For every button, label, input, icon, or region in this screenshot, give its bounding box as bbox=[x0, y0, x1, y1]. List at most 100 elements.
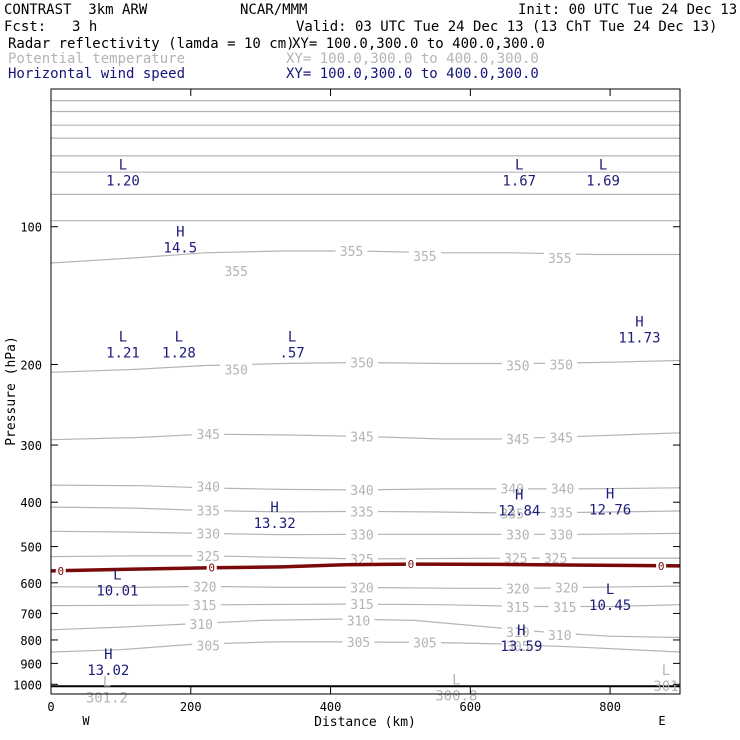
wind-low-marker: L bbox=[515, 158, 523, 174]
theta-label-bg bbox=[501, 599, 534, 614]
theta-extremum-value: 301 bbox=[653, 679, 678, 695]
wind-low-marker: L bbox=[119, 158, 127, 174]
wind-extremum-value: 12.84 bbox=[498, 504, 540, 520]
wind-extremum-value: 10.45 bbox=[589, 598, 631, 614]
x-tick-label-200: 200 bbox=[180, 700, 202, 714]
theta-low-marker: L bbox=[662, 663, 670, 679]
theta-label-bg bbox=[220, 264, 253, 279]
theta-label-bg bbox=[408, 249, 441, 264]
theta-label-315: 315 bbox=[193, 599, 216, 614]
theta-label-355: 355 bbox=[340, 245, 363, 260]
y-tick-label-400: 400 bbox=[20, 496, 42, 510]
forecast-hours: 3 h bbox=[72, 19, 98, 35]
theta-label-330: 330 bbox=[506, 528, 529, 543]
theta-label-310: 310 bbox=[347, 614, 370, 629]
theta-label-bg bbox=[192, 548, 225, 563]
wind-low-marker: L bbox=[175, 329, 183, 345]
theta-label-bg bbox=[545, 430, 578, 445]
theta-label-350: 350 bbox=[350, 356, 373, 371]
valid-time: Valid: 03 UTC Tue 24 Dec 13 (13 ChT Tue … bbox=[296, 19, 718, 35]
y-tick-label-100: 100 bbox=[20, 221, 42, 235]
theta-label-bg bbox=[192, 638, 225, 653]
x-tick-label-400: 400 bbox=[320, 700, 342, 714]
zero-contour-label: 0 bbox=[208, 562, 215, 575]
theta-label-bg bbox=[501, 581, 534, 596]
theta-label-340: 340 bbox=[551, 482, 574, 497]
theta-label-305: 305 bbox=[347, 636, 370, 651]
theta-label-bg bbox=[346, 504, 379, 519]
theta-contour-310 bbox=[51, 618, 680, 639]
wind-low-marker: L bbox=[119, 329, 127, 345]
theta-label-335: 335 bbox=[501, 507, 524, 522]
wind-extremum-value: 12.76 bbox=[589, 503, 631, 519]
wind-extremum-value: 1.21 bbox=[106, 345, 140, 361]
theta-label-345: 345 bbox=[350, 430, 373, 445]
plot-frame bbox=[50, 88, 681, 695]
theta-label-330: 330 bbox=[197, 527, 220, 542]
wind-low-marker: L bbox=[113, 567, 121, 583]
wind-high-marker: H bbox=[515, 488, 523, 504]
field-reflectivity-xy: XY= 100.0,300.0 to 400.0,300.0 bbox=[292, 36, 545, 52]
theta-label-350: 350 bbox=[506, 359, 529, 374]
theta-label-320: 320 bbox=[506, 583, 529, 598]
theta-label-bg bbox=[192, 479, 225, 494]
wind-high-marker: H bbox=[606, 487, 614, 503]
theta-label-345: 345 bbox=[506, 433, 529, 448]
wind-high-marker: H bbox=[176, 224, 184, 240]
theta-label-325: 325 bbox=[197, 550, 220, 565]
forecast-label: Fcst: bbox=[4, 19, 47, 35]
theta-label-bg bbox=[346, 355, 379, 370]
theta-low-marker: L bbox=[103, 675, 111, 691]
org-title: NCAR/MMM bbox=[240, 2, 308, 18]
wind-extremum-value: 14.5 bbox=[163, 240, 197, 256]
zero-contour: 0 0 0 0 bbox=[50, 558, 681, 578]
x-tick-label-0: 0 bbox=[47, 700, 54, 714]
wind-low-marker: L bbox=[288, 329, 296, 345]
theta-label-335: 335 bbox=[197, 504, 220, 519]
theta-label-bg bbox=[185, 616, 218, 631]
zero-contour-label: 0 bbox=[658, 560, 665, 573]
y-tick-label-900: 900 bbox=[20, 657, 42, 671]
theta-label-350: 350 bbox=[549, 358, 572, 373]
theta-label-bg bbox=[192, 526, 225, 541]
theta-label-bg bbox=[342, 613, 375, 628]
theta-low-marker: L bbox=[452, 672, 460, 688]
theta-label-bg bbox=[501, 358, 534, 373]
theta-label-bg bbox=[346, 482, 379, 497]
y-tick-label-700: 700 bbox=[20, 607, 42, 621]
theta-extremum-value: 301.2 bbox=[86, 691, 128, 707]
theta-label-bg bbox=[539, 551, 572, 566]
theta-label-bg bbox=[192, 427, 225, 442]
theta-label-310: 310 bbox=[548, 629, 571, 644]
y-tick-label-200: 200 bbox=[20, 358, 42, 372]
y-tick-label-1000: 1000 bbox=[13, 678, 42, 692]
x-axis-label: Distance (km) bbox=[314, 715, 416, 730]
field-wind-name: Horizontal wind speed bbox=[8, 66, 186, 82]
wind-high-marker: H bbox=[517, 623, 525, 639]
theta-label-bg bbox=[543, 250, 576, 265]
theta-label-340: 340 bbox=[350, 484, 373, 499]
field-wind-xy: XY= 100.0,300.0 to 400.0,300.0 bbox=[286, 66, 539, 82]
theta-label-bg bbox=[499, 551, 532, 566]
theta-label-355: 355 bbox=[224, 265, 247, 280]
model-title: CONTRAST 3km ARW bbox=[4, 2, 148, 18]
field-reflectivity-name: Radar reflectivity (lamda = 10 cm) bbox=[8, 36, 295, 52]
theta-label-305: 305 bbox=[506, 640, 529, 655]
theta-label-340: 340 bbox=[197, 481, 220, 496]
theta-label-345: 345 bbox=[549, 432, 572, 447]
theta-label-355: 355 bbox=[413, 250, 436, 265]
y-axis-label: Pressure (hPa) bbox=[4, 336, 19, 446]
theta-label-bg bbox=[496, 506, 529, 521]
wind-high-marker: H bbox=[104, 647, 112, 663]
theta-label-340: 340 bbox=[501, 482, 524, 497]
theta-label-345: 345 bbox=[197, 428, 220, 443]
wind-low-marker: L bbox=[599, 158, 607, 174]
x-tick-label-600: 600 bbox=[459, 700, 481, 714]
y-tick-label-800: 800 bbox=[20, 634, 42, 648]
init-time: Init: 00 UTC Tue 24 Dec 13 bbox=[518, 2, 738, 18]
theta-label-bg bbox=[496, 481, 529, 496]
wind-high-marker: H bbox=[270, 500, 278, 516]
x-tick-label-800: 800 bbox=[599, 700, 621, 714]
y-tick-label-500: 500 bbox=[20, 541, 42, 555]
